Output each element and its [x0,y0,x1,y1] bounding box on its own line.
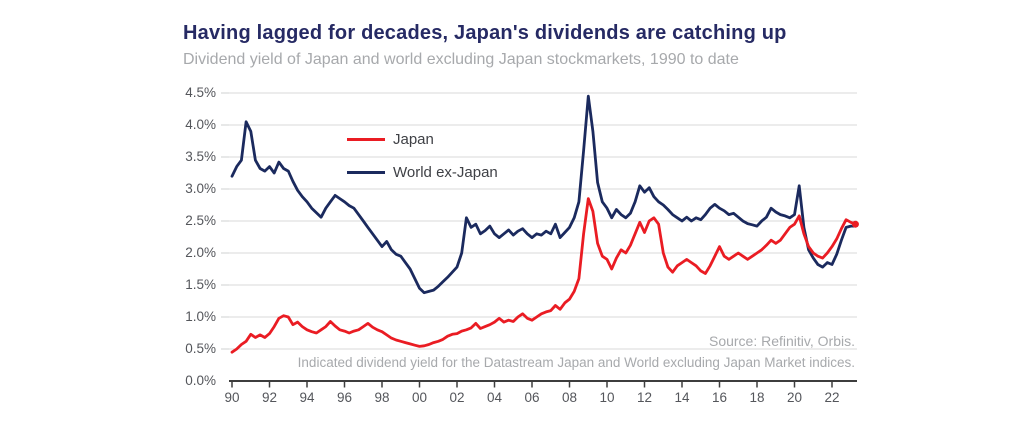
x-tick-label: 22 [824,390,840,405]
source-note: Source: Refinitiv, Orbis. [708,333,855,349]
y-tick-label: 4.5% [185,85,216,100]
japan-line-swatch [347,137,385,141]
legend: Japan World ex-Japan [347,130,498,196]
y-tick-label: 1.5% [185,277,216,292]
x-tick-label: 90 [224,390,240,405]
x-tick-label: 16 [711,390,728,405]
x-tick-label: 04 [486,390,503,405]
footnote: Indicated dividend yield for the Datastr… [297,355,855,370]
x-tick-label: 20 [786,390,803,405]
x-tick-label: 18 [749,390,765,405]
legend-item-world-ex-japan: World ex-Japan [347,163,498,181]
y-tick-label: 4.0% [185,117,216,132]
chart-title: Having lagged for decades, Japan's divid… [183,22,787,44]
y-tick-label: 0.5% [185,341,216,356]
y-tick-label: 2.5% [185,213,216,228]
japan-series-line [230,197,857,354]
y-tick-label: 3.5% [185,149,216,164]
x-tick-label: 14 [674,390,690,405]
chart-subtitle: Dividend yield of Japan and world exclud… [183,51,739,68]
x-tick-label: 94 [299,390,315,405]
x-tick-label: 02 [449,390,465,405]
x-tick-label: 06 [524,390,540,405]
x-tick-label: 10 [599,390,615,405]
legend-item-japan: Japan [347,130,498,148]
y-tick-label: 1.0% [185,309,216,324]
x-tick-label: 00 [411,390,428,405]
y-tick-label: 0.0% [185,373,216,388]
x-tick-label: 92 [261,390,278,405]
y-tick-label: 3.0% [185,181,216,196]
x-tick-label: 08 [561,390,578,405]
x-tick-label: 12 [636,390,653,405]
legend-label-japan: Japan [393,130,434,148]
x-tick-label: 96 [336,390,353,405]
world-ex-japan-series-line [230,94,857,295]
legend-label-world-ex-japan: World ex-Japan [393,163,498,181]
x-tick-label: 98 [374,390,390,405]
y-tick-label: 2.0% [185,245,216,260]
world-ex-japan-line-swatch [347,170,385,174]
series-end-marker [851,220,859,228]
